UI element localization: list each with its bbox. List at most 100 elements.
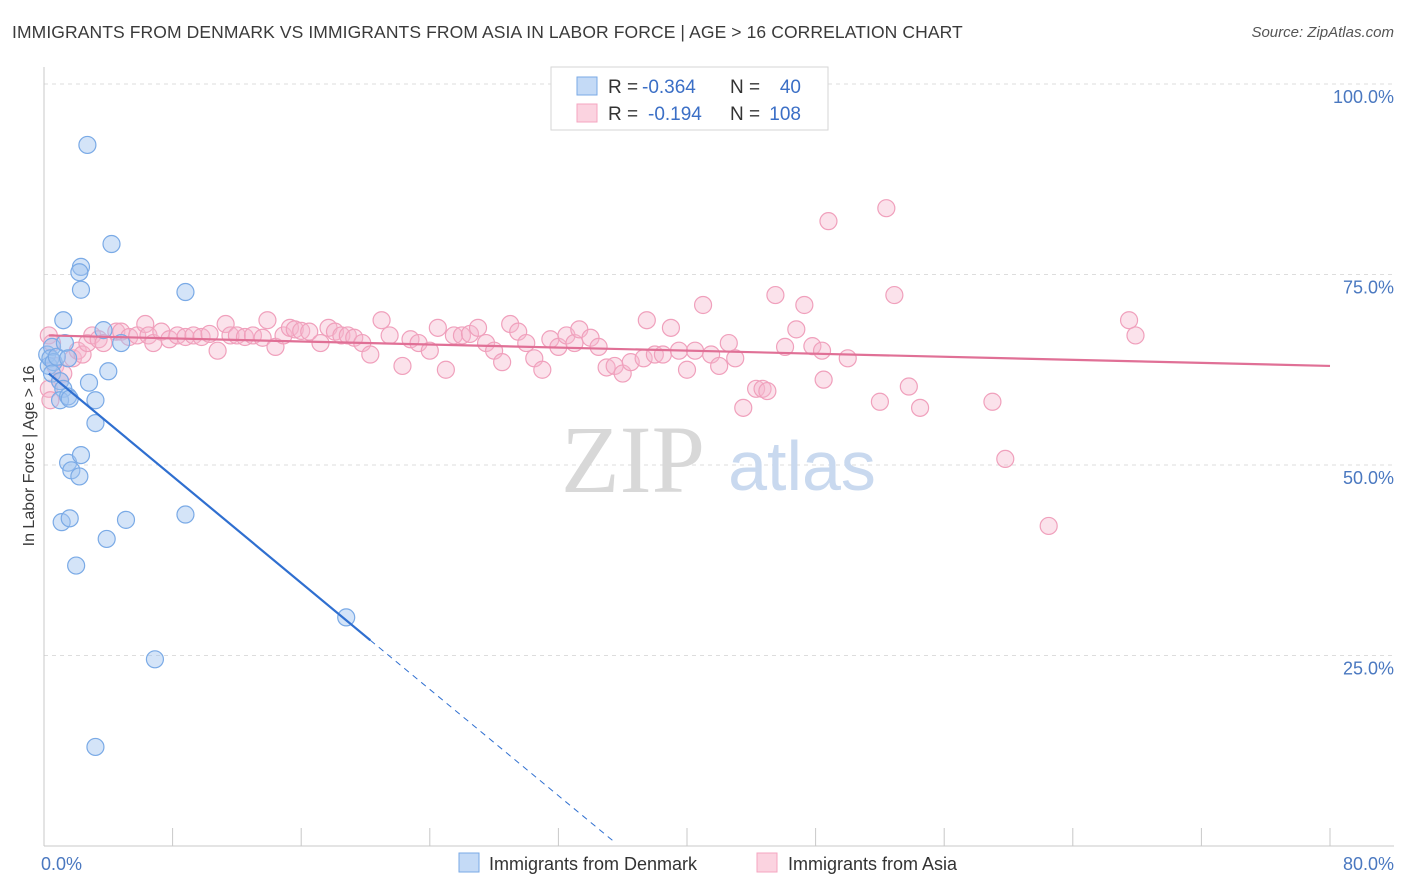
asia-point-35 — [258, 311, 277, 330]
denmark-point-12 — [54, 311, 73, 330]
asia-point-87 — [677, 360, 697, 379]
stats-n-label-denmark: N = — [730, 77, 765, 98]
asia-point-92 — [719, 333, 738, 353]
chart-source: Source: ZipAtlas.com — [1251, 24, 1394, 41]
legend-swatch-asia — [756, 852, 778, 873]
denmark-point-20 — [94, 321, 113, 340]
asia-point-64 — [493, 353, 512, 372]
stats-r-label-asia: R = — [608, 104, 643, 125]
denmark-point-25 — [86, 413, 105, 433]
denmark-point-32 — [67, 556, 86, 575]
denmark-point-14 — [59, 349, 78, 368]
asia-point-96 — [753, 379, 772, 398]
asia-point-103 — [812, 341, 832, 360]
asia-point-116 — [1126, 326, 1145, 345]
asia-point-76 — [589, 337, 608, 356]
asia-point-84 — [653, 345, 672, 364]
asia-point-50 — [372, 311, 391, 330]
denmark-point-21 — [99, 362, 118, 381]
denmark-point-11 — [60, 389, 79, 408]
trend-lines — [48, 334, 1331, 843]
denmark-point-24 — [86, 391, 105, 410]
asia-point-13 — [94, 333, 113, 353]
denmark-points — [38, 135, 356, 757]
asia-point-98 — [766, 285, 785, 305]
asia-point-89 — [693, 295, 713, 315]
y-tick-label-25: 25.0% — [1343, 659, 1394, 679]
asia-point-101 — [795, 295, 814, 315]
chart-title: IMMIGRANTS FROM DENMARK VS IMMIGRANTS FR… — [12, 22, 963, 42]
denmark-point-35 — [176, 282, 195, 302]
axes — [43, 67, 1394, 847]
denmark-point-34 — [116, 510, 136, 529]
y-axis-tick-labels: 25.0% 50.0% 75.0% 100.0% — [1333, 87, 1394, 679]
asia-point-55 — [420, 341, 439, 360]
asia-point-18 — [136, 314, 155, 334]
asia-point-52 — [393, 356, 412, 376]
stats-n-value-denmark: 40 — [780, 77, 801, 98]
denmark-trend-extension — [370, 639, 615, 843]
y-tick-label-100: 100.0% — [1333, 87, 1394, 107]
stats-n-value-asia: 108 — [769, 104, 801, 125]
stats-legend: R = -0.364 N = 40 R = -0.194 N = 108 — [550, 66, 829, 131]
denmark-point-16 — [78, 135, 97, 155]
asia-point-104 — [814, 370, 833, 389]
denmark-trend-line — [48, 372, 372, 642]
asia-point-67 — [517, 333, 536, 353]
asia-point-51 — [380, 326, 399, 345]
stats-legend-swatch-denmark — [576, 76, 598, 96]
asia-point-110 — [899, 377, 918, 396]
asia-point-34 — [253, 328, 272, 347]
asia-point-9 — [73, 345, 92, 364]
legend-label-asia: Immigrants from Asia — [788, 854, 958, 874]
asia-point-82 — [637, 311, 656, 330]
denmark-point-19 — [102, 234, 121, 254]
asia-point-114 — [1039, 516, 1058, 536]
asia-point-49 — [361, 345, 380, 364]
asia-point-94 — [734, 398, 753, 417]
asia-point-112 — [983, 392, 1002, 411]
legend-swatch-denmark — [458, 852, 480, 873]
y-tick-label-50: 50.0% — [1343, 468, 1394, 488]
asia-point-91 — [710, 356, 729, 376]
denmark-point-38 — [145, 650, 165, 669]
asia-point-95 — [747, 379, 766, 398]
asia-point-37 — [274, 326, 293, 345]
denmark-point-18 — [70, 263, 89, 282]
denmark-point-33 — [97, 529, 116, 549]
asia-point-109 — [885, 285, 904, 305]
denmark-point-28 — [70, 467, 89, 486]
denmark-point-17 — [71, 280, 91, 299]
asia-point-113 — [996, 449, 1015, 469]
denmark-point-13 — [55, 333, 74, 353]
asia-point-2 — [41, 391, 60, 410]
asia-point-107 — [870, 392, 890, 411]
asia-point-105 — [819, 212, 838, 231]
y-tick-label-75: 75.0% — [1343, 278, 1394, 298]
asia-point-69 — [533, 360, 552, 379]
asia-point-56 — [428, 318, 447, 337]
asia-point-41 — [300, 322, 319, 341]
asia-point-93 — [726, 349, 745, 368]
denmark-point-36 — [176, 505, 195, 524]
denmark-point-29 — [71, 445, 91, 465]
asia-point-99 — [775, 337, 795, 356]
denmark-point-22 — [112, 333, 131, 353]
y-axis-label: In Labor Force | Age > 16 — [21, 366, 38, 547]
stats-r-value-asia: -0.194 — [648, 104, 702, 125]
x-tick-label-max: 80.0% — [1343, 854, 1394, 874]
asia-point-100 — [787, 320, 806, 339]
asia-trend-line — [48, 334, 1331, 368]
asia-point-61 — [468, 318, 488, 337]
stats-r-label-denmark: R = — [608, 77, 643, 98]
asia-point-57 — [436, 360, 455, 379]
denmark-point-39 — [86, 737, 105, 757]
asia-point-29 — [216, 314, 235, 334]
asia-point-106 — [838, 349, 857, 368]
asia-point-85 — [661, 318, 681, 337]
denmark-point-37 — [337, 608, 356, 627]
stats-n-label-asia: N = — [730, 104, 765, 125]
stats-r-value-denmark: -0.364 — [642, 77, 696, 98]
asia-point-108 — [877, 199, 896, 218]
x-tick-label-min: 0.0% — [41, 854, 82, 874]
